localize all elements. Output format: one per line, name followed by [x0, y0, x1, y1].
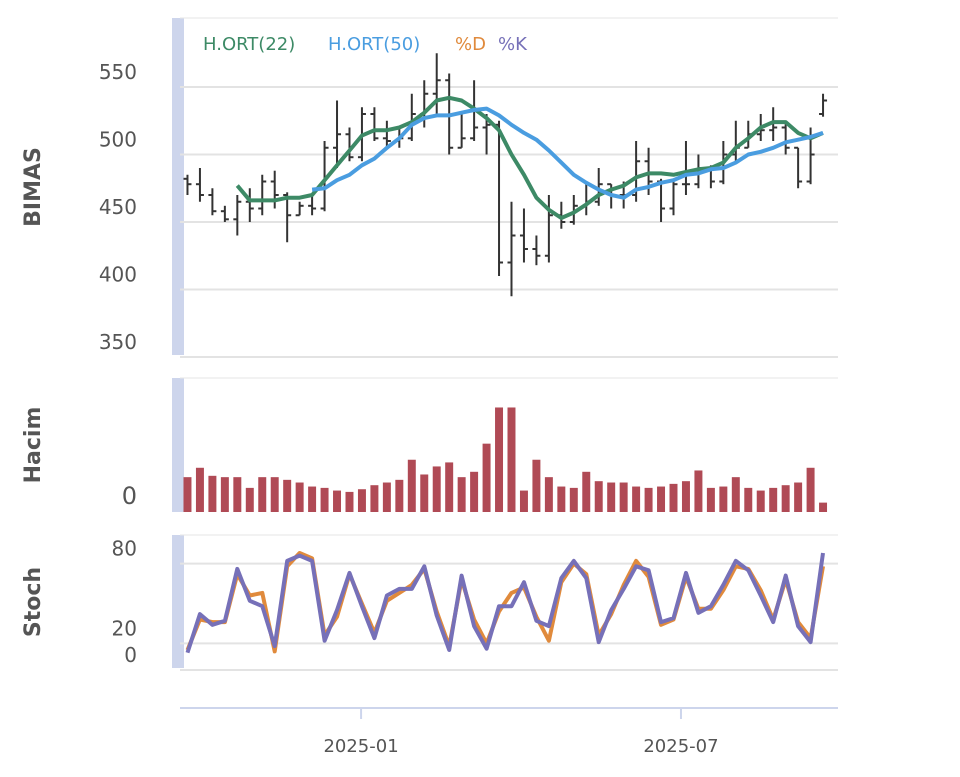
y-tick-label: 450: [99, 195, 137, 219]
y-axis-label: BIMAS: [21, 147, 46, 227]
bar: [519, 490, 528, 512]
bar: [806, 467, 815, 512]
bar: [644, 487, 653, 512]
y-axis-label: Hacim: [21, 407, 46, 484]
y-tick-label: 350: [99, 330, 137, 354]
bar: [370, 485, 379, 512]
bar: [432, 466, 441, 512]
series-line: [311, 106, 824, 200]
bar: [744, 487, 753, 512]
bar: [308, 486, 317, 512]
bar: [569, 487, 578, 512]
bar: [794, 482, 803, 512]
bar: [395, 479, 404, 512]
y-tick-label: 0: [122, 482, 137, 510]
bar: [769, 487, 778, 512]
bar: [657, 486, 666, 512]
bar: [582, 471, 591, 512]
bar: [245, 487, 254, 512]
panel-accent: [172, 378, 184, 512]
legend-label: %K: [498, 34, 528, 55]
legend-label: H.ORT(22): [203, 34, 295, 55]
x-tick-label: 2025-07: [643, 736, 718, 757]
bar: [195, 467, 204, 512]
bar: [731, 477, 740, 512]
bar: [457, 477, 466, 512]
bar: [544, 477, 553, 512]
panel-accent: [172, 535, 184, 668]
bar: [607, 482, 616, 512]
bar: [557, 486, 566, 512]
bar: [507, 407, 516, 512]
y-tick-label: 400: [99, 263, 137, 287]
bar: [619, 482, 628, 512]
y-tick-label: 550: [99, 60, 137, 84]
bar: [258, 477, 267, 512]
bar: [233, 477, 242, 512]
legend-label: %D: [455, 34, 486, 55]
series-line: [185, 552, 825, 654]
y-tick-label: 0: [124, 643, 137, 667]
bar: [532, 459, 541, 512]
bar: [220, 477, 229, 512]
bar: [681, 481, 690, 512]
bar: [706, 487, 715, 512]
bar: [445, 462, 454, 512]
bar: [632, 486, 641, 512]
bar: [420, 474, 429, 512]
legend-label: H.ORT(50): [328, 34, 420, 55]
x-tick-label: 2025-01: [323, 736, 398, 757]
bar: [345, 491, 354, 512]
bar: [357, 489, 366, 512]
bar: [208, 475, 217, 512]
bar: [669, 483, 678, 512]
bar: [819, 502, 828, 512]
bar: [594, 481, 603, 512]
bar: [719, 486, 728, 512]
bar: [320, 487, 329, 512]
panel-accent: [172, 18, 184, 355]
bar: [382, 482, 391, 512]
bar: [756, 490, 765, 512]
y-tick-label: 500: [99, 128, 137, 152]
y-tick-label: 80: [112, 537, 137, 561]
bar: [283, 479, 292, 512]
bar: [694, 470, 703, 512]
series-line: [235, 95, 824, 220]
bar: [781, 485, 790, 512]
bar: [482, 443, 491, 512]
bar: [470, 471, 479, 512]
y-axis-label: Stoch: [21, 567, 46, 637]
bar: [495, 407, 504, 512]
bar: [407, 459, 416, 512]
bar: [270, 477, 279, 512]
bar: [183, 477, 192, 512]
bar: [333, 490, 342, 512]
bar: [295, 482, 304, 512]
y-tick-label: 20: [112, 616, 137, 640]
